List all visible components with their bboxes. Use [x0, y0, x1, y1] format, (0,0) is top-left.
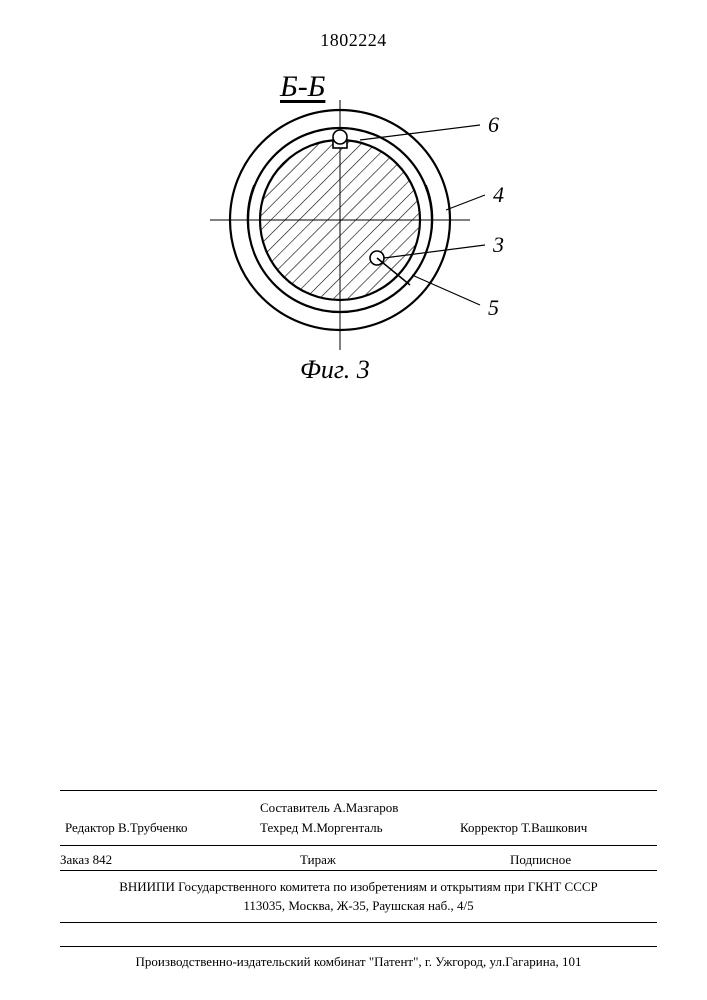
- figure-caption: Фиг. 3: [300, 355, 370, 385]
- corrector-label: Корректор: [460, 820, 518, 835]
- circulation-label: Тираж: [300, 852, 336, 868]
- footer-line: Производственно-издательский комбинат "П…: [60, 954, 657, 970]
- rule-3: [60, 870, 657, 871]
- rule-2: [60, 845, 657, 846]
- order: Заказ 842: [60, 852, 112, 868]
- organization-block: ВНИИПИ Государственного комитета по изоб…: [60, 878, 657, 916]
- rule-1: [60, 790, 657, 791]
- figure-diagram: 6 4 3 5: [150, 100, 550, 360]
- callout-3: 3: [493, 232, 504, 258]
- patent-number: 1802224: [0, 30, 707, 51]
- figure-svg: [150, 100, 550, 360]
- editor-label: Редактор: [65, 820, 115, 835]
- subscription-label: Подписное: [510, 852, 571, 868]
- editor: Редактор В.Трубченко: [65, 820, 188, 836]
- callout-5: 5: [488, 295, 499, 321]
- rule-4: [60, 922, 657, 923]
- rule-5: [60, 946, 657, 947]
- editor-name: В.Трубченко: [118, 820, 188, 835]
- order-label: Заказ: [60, 852, 89, 867]
- techred-label: Техред: [260, 820, 298, 835]
- callout-4: 4: [493, 182, 504, 208]
- techred: Техред М.Моргенталь: [260, 820, 383, 836]
- compiler-label: Составитель: [260, 800, 330, 815]
- corrector: Корректор Т.Вашкович: [460, 820, 587, 836]
- corrector-name: Т.Вашкович: [521, 820, 587, 835]
- compiler-name: А.Мазгаров: [333, 800, 398, 815]
- org-line-1: ВНИИПИ Государственного комитета по изоб…: [60, 878, 657, 897]
- callout-6: 6: [488, 112, 499, 138]
- techred-name: М.Моргенталь: [302, 820, 383, 835]
- section-label: Б-Б: [280, 70, 325, 104]
- order-no: 842: [93, 852, 113, 867]
- page: 1802224 Б-Б: [0, 0, 707, 1000]
- compiler: Составитель А.Мазгаров: [260, 800, 398, 816]
- org-line-2: 113035, Москва, Ж-35, Раушская наб., 4/5: [60, 897, 657, 916]
